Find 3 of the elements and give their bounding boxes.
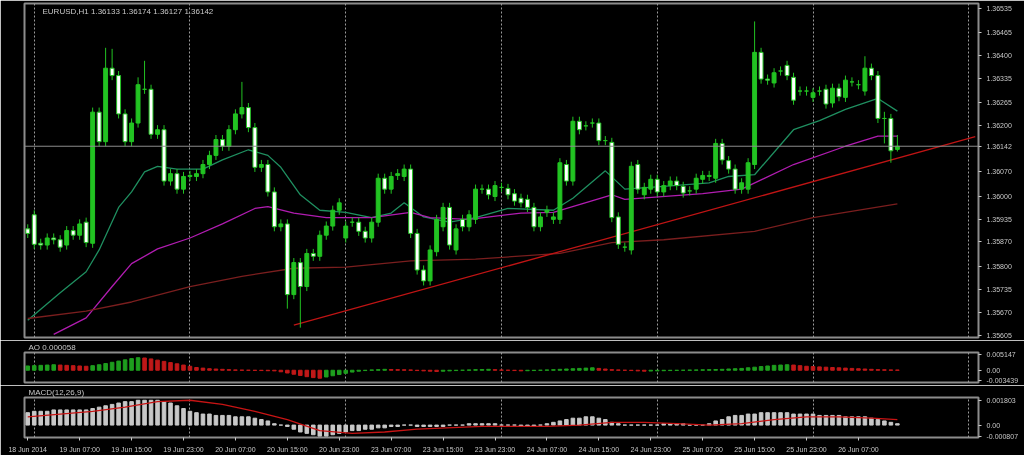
chart-title: MACD(12,26,9)	[28, 388, 85, 397]
chart-title: AO 0.000058	[28, 343, 77, 352]
chart-title: EURUSD,H1 1.36133 1.36174 1.36127 1.36142	[42, 6, 214, 16]
